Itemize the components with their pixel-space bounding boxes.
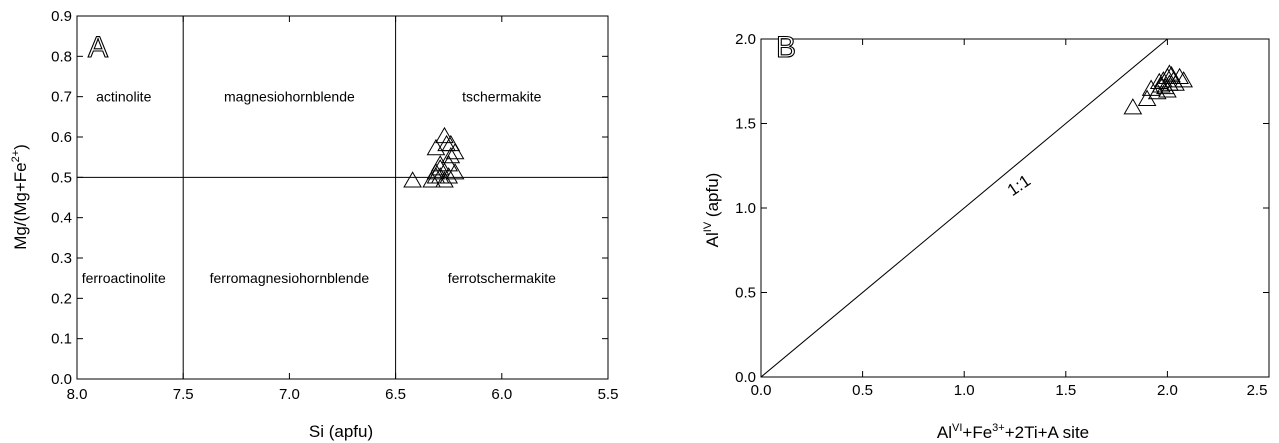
region-label-ferrotschermakite: ferrotschermakite (448, 270, 556, 286)
reference-line-1-1 (760, 38, 1168, 378)
panel-b-x-tick-label-0: 0.0 (751, 382, 772, 399)
panel-b-plot-frame (760, 38, 1270, 378)
panel-a-y-tick-label-2: 0.2 (51, 290, 72, 307)
panel-b-y-tick-label-2: 1.0 (735, 200, 756, 217)
panel-a-x-tick-label-4: 6.0 (491, 386, 512, 403)
panel-b-x-tick-label-4: 2.0 (1157, 382, 1178, 399)
panel-b-point-14 (1158, 81, 1177, 98)
panel-b-point-16 (1160, 64, 1179, 81)
panel-b-y-tick-label-4: 2.0 (735, 31, 756, 48)
panel-a-x-tick-label-1: 7.5 (173, 386, 194, 403)
panel-b-y-tick-label-0: 0.0 (735, 369, 756, 386)
panel-a-point-15 (435, 126, 454, 144)
panel-a-plot-frame (76, 15, 609, 380)
panel-b-point-1 (1137, 89, 1157, 106)
panel-b-y-axis-title: AlIV (apfu) (702, 173, 722, 248)
panel-a-point-14 (441, 134, 461, 152)
region-label-ferroactinolite: ferroactinolite (82, 270, 166, 286)
panel-a-point-7 (439, 167, 459, 184)
panel-a-y-tick-label-8: 0.8 (51, 48, 72, 65)
panel-a-y-tick-label-7: 0.7 (51, 89, 72, 106)
panel-a-y-tick-label-5: 0.5 (51, 169, 72, 186)
panel-a-x-tick-label-0: 8.0 (67, 386, 88, 403)
panel-b-x-tick-label-3: 1.5 (1055, 382, 1076, 399)
panel-b-y-tick-label-3: 1.5 (735, 116, 756, 133)
panel-b-x-axis-title: AlVI+Fe3++2Ti+A site (937, 422, 1089, 442)
panel-a-point-1 (422, 171, 442, 188)
panel-b: 0.0 0.5 1.0 1.5 2.0 2.50.00.51.01.52.0 1:1 B … (702, 30, 1270, 442)
panel-a-x-axis-title: Si (apfu) (309, 422, 373, 441)
panel-a-y-tick-label-1: 0.1 (51, 331, 72, 348)
panel-a-x-tick-label-5: 5.5 (598, 386, 619, 403)
panel-a-x-tick-label-2: 7.0 (279, 386, 300, 403)
region-label-tschermakite: tschermakite (462, 89, 542, 105)
panel-a-letter: A (88, 31, 108, 64)
panel-a-point-11 (445, 142, 465, 160)
panel-b-x-tick-label-5: 2.5 (1247, 382, 1268, 399)
panel-a: 8.0 7.5 7.0 6.5 6.0 5.5 0.0 0.1 0.2 0.3 0.4 0.5 0.6 0… (10, 8, 618, 441)
panel-a-point-0 (403, 171, 422, 188)
panel-a-y-tick-label-6: 0.6 (51, 129, 72, 146)
panel-a-point-6 (430, 159, 450, 176)
panel-b-letter: B (776, 31, 796, 64)
panel-a-y-tick-label-9: 0.9 (51, 8, 72, 25)
panel-a-point-8 (445, 163, 465, 180)
panel-b-point-13 (1174, 71, 1194, 88)
region-label-ferromagnesiohornblende: ferromagnesiohornblende (210, 270, 370, 286)
region-label-actinolite: actinolite (96, 89, 151, 105)
panel-a-point-5 (426, 163, 446, 180)
panel-a-point-16 (439, 155, 459, 172)
panel-a-point-4 (435, 171, 454, 188)
panel-b-y-tick-label-1: 0.5 (735, 285, 756, 302)
panel-a-point-10 (441, 146, 461, 164)
panel-a-y-tick-label-0: 0.0 (51, 371, 72, 388)
panel-b-x-tick-label-2: 1.0 (954, 382, 975, 399)
panel-a-x-tick-label-3: 6.5 (385, 386, 406, 403)
panel-b-point-0 (1123, 98, 1143, 115)
reference-line-label: 1:1 (1004, 171, 1034, 200)
panel-a-y-tick-label-4: 0.4 (51, 210, 72, 227)
panel-a-y-axis-title: Mg/(Mg+Fe2+) (10, 144, 30, 250)
panel-a-y-tick-label-3: 0.3 (51, 250, 72, 267)
panel-b-point-15 (1149, 72, 1169, 90)
region-label-magnesiohornblende: magnesiohornblende (224, 89, 355, 105)
panel-b-x-tick-label-1: 0.5 (852, 382, 873, 399)
